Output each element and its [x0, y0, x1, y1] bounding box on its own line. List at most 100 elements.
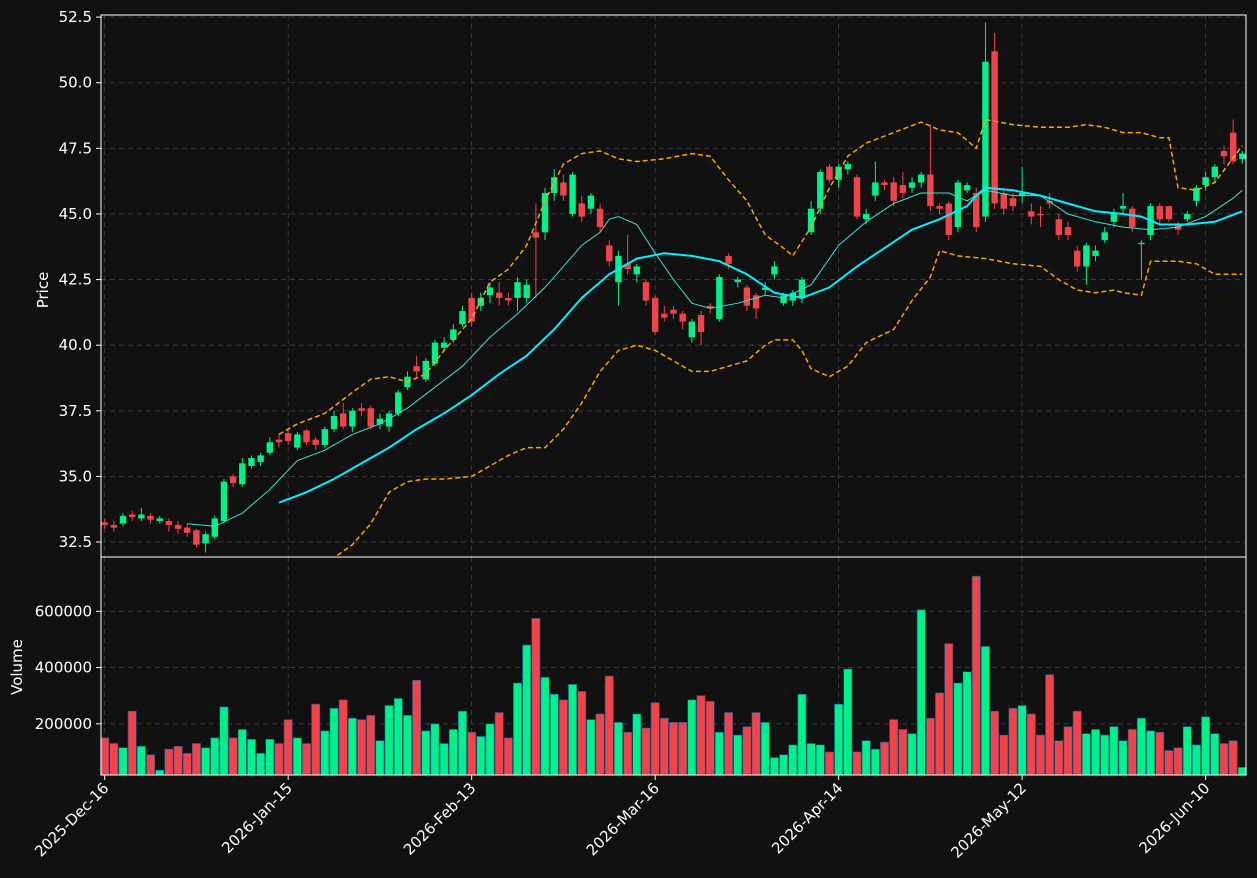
- volume-bar: [916, 609, 926, 776]
- volume-bar: [274, 743, 284, 776]
- volume-bar: [669, 722, 678, 776]
- candle-body: [440, 342, 448, 348]
- volume-bar: [944, 643, 954, 776]
- candle-body: [413, 366, 420, 372]
- candle-body: [431, 342, 439, 364]
- candle-body: [165, 521, 173, 525]
- candle-body: [532, 232, 540, 238]
- candle-body: [734, 279, 741, 283]
- volume-bar: [485, 723, 495, 776]
- volume-bar: [696, 695, 706, 776]
- candle-body: [606, 245, 613, 262]
- volume-bar: [1063, 726, 1073, 776]
- volume-bar: [347, 717, 357, 776]
- candle-body: [587, 195, 595, 209]
- candle-body: [1000, 192, 1007, 209]
- volume-bar: [109, 743, 119, 776]
- candle-body: [211, 518, 218, 537]
- candle-body: [193, 530, 200, 545]
- candle-body: [1110, 213, 1118, 222]
- volume-bar: [439, 743, 449, 776]
- candle-body: [908, 182, 916, 188]
- volume-bar: [577, 691, 587, 776]
- volume-bar: [953, 682, 963, 776]
- candle-body: [743, 287, 751, 306]
- candle-body: [395, 392, 402, 414]
- volume-bar: [797, 693, 807, 776]
- volume-bar: [403, 715, 412, 776]
- volume-bar: [1228, 740, 1238, 776]
- candle-body: [1129, 208, 1136, 228]
- volume-bar: [228, 737, 238, 776]
- volume-bar: [1201, 716, 1211, 776]
- volume-bar: [623, 731, 633, 776]
- volume-bar: [1192, 744, 1201, 776]
- candle-body: [899, 185, 907, 193]
- candle-body: [688, 321, 696, 338]
- indicator-line: [278, 186, 1243, 504]
- volume-bar: [393, 698, 403, 776]
- y-tick-label: 42.5: [59, 271, 92, 289]
- volume-bar: [705, 701, 715, 776]
- volume-bar: [595, 713, 605, 776]
- candle-body: [963, 185, 971, 191]
- candle-body: [239, 463, 246, 485]
- volume-bar: [1164, 750, 1174, 776]
- candle-body: [266, 442, 274, 453]
- candle-body: [275, 439, 283, 443]
- candle-body: [541, 192, 549, 233]
- volume-bar: [614, 722, 623, 776]
- volume-bar: [1182, 726, 1192, 776]
- candle-body: [826, 166, 833, 180]
- candle-body: [340, 413, 347, 427]
- candle-body: [560, 182, 567, 196]
- y-tick-label: 47.5: [59, 139, 92, 157]
- volume-bar: [531, 618, 541, 776]
- volume-bar: [164, 748, 174, 776]
- volume-bar: [311, 703, 321, 776]
- volume-bar: [210, 737, 220, 776]
- candle-body: [321, 429, 329, 445]
- candle-body: [184, 527, 191, 533]
- candle-body: [706, 305, 714, 309]
- volume-bar: [256, 753, 266, 776]
- volume-bar: [788, 744, 798, 776]
- volume-bar: [632, 713, 642, 776]
- volume-bar: [1237, 767, 1247, 776]
- candle-body: [248, 458, 255, 466]
- candle-body: [1037, 213, 1044, 216]
- candle-body: [670, 309, 677, 314]
- candle-body: [1184, 213, 1191, 220]
- candle-body: [101, 522, 108, 525]
- candle-body: [752, 295, 760, 309]
- volume-bar: [724, 712, 733, 776]
- volume-bar: [448, 729, 458, 776]
- volume-bar: [806, 743, 816, 776]
- volume-bar: [604, 675, 614, 776]
- candle-body: [780, 295, 787, 304]
- candle-body: [945, 203, 952, 235]
- candle-body: [1229, 132, 1237, 162]
- volume-bar: [889, 719, 899, 776]
- volume-bar: [292, 737, 302, 776]
- candles: [101, 22, 1246, 557]
- candle-body: [1101, 232, 1108, 241]
- candle-body: [468, 297, 475, 322]
- volume-bar: [540, 677, 550, 776]
- y2-tick-label: 600000: [35, 602, 92, 620]
- volume-bar: [1081, 733, 1091, 776]
- candle-body: [486, 287, 494, 296]
- volume-bar: [1017, 705, 1027, 776]
- volume-bar: [1045, 674, 1055, 776]
- volume-bar: [219, 706, 229, 776]
- candle-body: [1055, 219, 1063, 235]
- candle-body: [147, 515, 154, 520]
- candle-body: [1018, 192, 1026, 196]
- candle-body: [1064, 227, 1072, 235]
- volume-bar: [182, 753, 192, 776]
- volume-bar: [522, 644, 532, 776]
- volume-bar: [357, 719, 366, 776]
- volume-bar: [375, 740, 385, 776]
- indicator-line: [278, 118, 1243, 436]
